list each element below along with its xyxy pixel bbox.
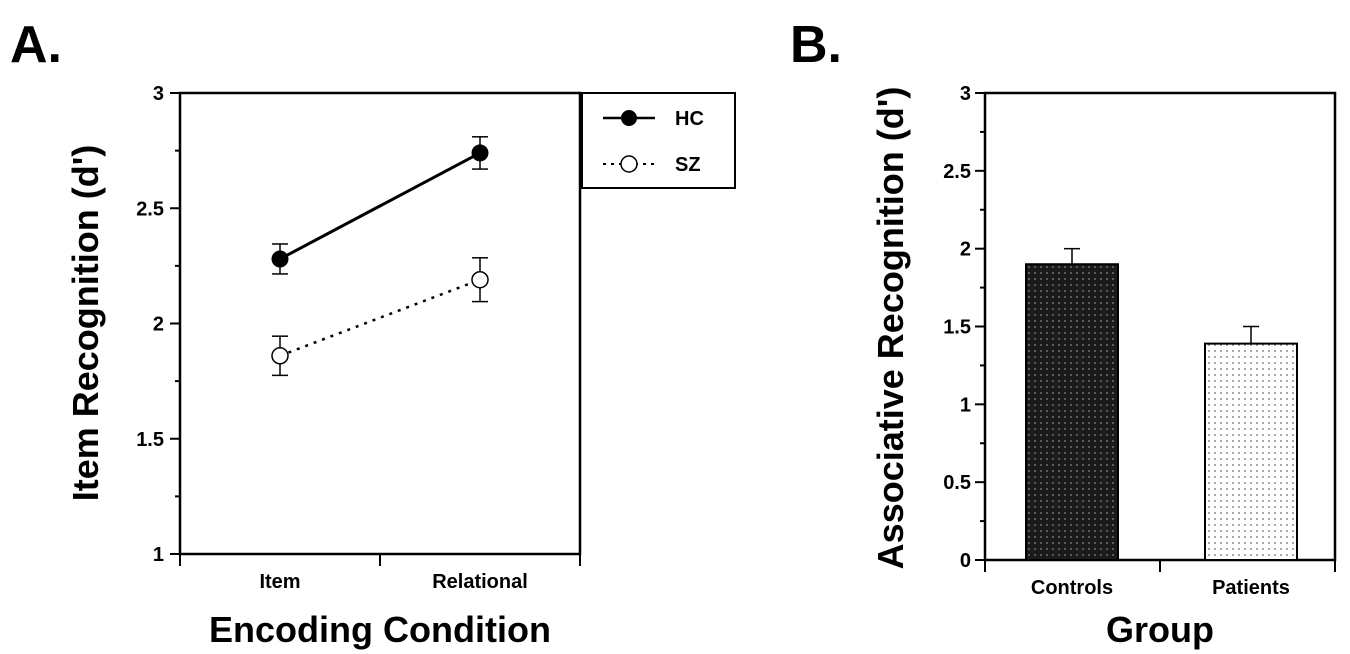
y-tick-label: 1.5: [943, 317, 971, 339]
panel-a-series: [271, 136, 489, 377]
x-tick-label: Relational: [432, 571, 528, 593]
y-tick-label: 1.5: [136, 429, 164, 451]
data-point-sz: [471, 270, 489, 289]
legend-box: [581, 92, 736, 189]
panel-b: B. 0 0.5 1 1.5 2 2.5 3 Controls Patients Group A…: [790, 16, 1337, 650]
bar-patients: [1204, 342, 1298, 561]
y-tick-label: 0.5: [943, 472, 971, 494]
panel-a-axes: 1 1.5 2 2.5 3 Item Relational: [136, 83, 581, 593]
y-tick-label: 2.5: [136, 198, 164, 220]
series-line-sz: [279, 278, 481, 357]
y-tick-label: 0: [960, 550, 971, 572]
legend-sz-label: SZ: [675, 154, 701, 176]
series-line-hc: [279, 151, 481, 261]
bar-controls: [1025, 263, 1119, 561]
y-tick-label: 2: [960, 239, 971, 261]
y-tick-label: 1: [960, 394, 971, 416]
panel-b-y-axis-title: Associative Recognition (d'): [870, 87, 911, 570]
y-tick-label: 2: [153, 314, 164, 336]
panel-a-x-axis-title: Encoding Condition: [209, 609, 551, 650]
x-tick-label: Patients: [1212, 577, 1290, 599]
panel-a-y-axis-title: Item Recognition (d'): [65, 145, 106, 502]
panel-b-bars: [1025, 247, 1298, 561]
y-tick-label: 3: [153, 83, 164, 105]
panel-b-axes: 0 0.5 1 1.5 2 2.5 3 Controls Patients: [943, 83, 1336, 599]
panel-a-plot-frame: [178, 91, 582, 556]
panel-b-x-axis-title: Group: [1106, 609, 1214, 650]
legend-hc-marker: [621, 110, 637, 126]
x-tick-label: Item: [259, 571, 300, 593]
panel-a: A. 1 1.5 2 2.5 3 Item Relational Encoding Cond…: [10, 16, 736, 650]
y-tick-label: 3: [960, 83, 971, 105]
data-point-hc: [471, 144, 489, 162]
panel-a-legend: HC SZ: [581, 92, 736, 189]
y-tick-label: 1: [153, 544, 164, 566]
x-tick-label: Controls: [1031, 577, 1113, 599]
data-point-sz: [271, 347, 289, 365]
legend-hc-label: HC: [675, 108, 704, 130]
panel-a-label: A.: [10, 16, 62, 74]
legend-sz-marker: [620, 155, 638, 173]
y-tick-label: 2.5: [943, 161, 971, 183]
panel-b-label: B.: [790, 16, 842, 74]
data-point-hc: [271, 250, 289, 268]
